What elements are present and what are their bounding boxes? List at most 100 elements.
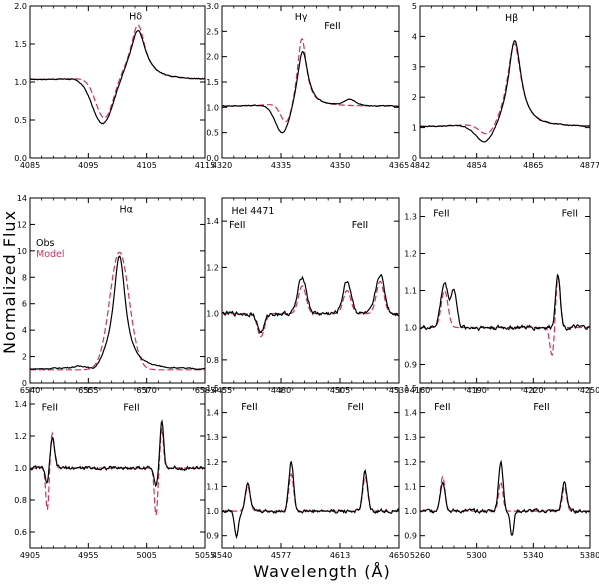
x-tick-label: 4105 — [136, 161, 156, 170]
x-tick-label: 5300 — [466, 551, 486, 560]
y-tick-label: 0.0 — [206, 154, 219, 163]
y-tick-label: 1.3 — [404, 213, 417, 222]
y-tick-label: 1.0 — [206, 507, 219, 516]
model-series-line — [419, 42, 590, 135]
x-tick-label: 5380 — [580, 551, 599, 560]
line-annotation: FeII — [562, 209, 578, 220]
model-series-line — [420, 276, 590, 357]
y-tick-label: 1.1 — [404, 482, 417, 491]
panel-frame — [29, 5, 206, 159]
y-tick-label: 1.0 — [14, 78, 27, 87]
x-tick-label: 4540 — [212, 551, 232, 560]
line-annotation: FeII — [241, 402, 257, 413]
x-tick-label: 4842 — [410, 161, 430, 170]
y-tick-label: 1.5 — [14, 40, 27, 49]
observed-series-line — [419, 273, 591, 332]
y-tick-label: 1.2 — [14, 432, 27, 441]
y-tick-label: 0.9 — [404, 532, 417, 541]
y-tick-label: 0.9 — [206, 532, 219, 541]
line-annotation: FeII — [123, 402, 139, 413]
y-tick-label: 0.5 — [206, 129, 219, 138]
y-tick-label: 1.3 — [404, 433, 417, 442]
x-tick-label: 4335 — [271, 161, 291, 170]
model-series-line — [30, 24, 205, 119]
y-tick-label: 1.4 — [14, 400, 27, 409]
y-tick-label: 1.3 — [206, 433, 219, 442]
x-tick-label: 5340 — [523, 551, 543, 560]
y-tick-label: 6 — [22, 300, 27, 309]
y-tick-label: 3.0 — [206, 2, 219, 11]
legend-model: Model — [36, 249, 65, 260]
panel-9: 5260 5300 5340 5380 0.9 1.0 1.1 1.2 1.3 1.4 1.5 FeI… — [404, 384, 599, 560]
observed-series-line — [419, 459, 591, 537]
panel-frame — [221, 5, 400, 159]
x-tick-label: 4865 — [523, 161, 543, 170]
y-tick-label: 1.0 — [206, 103, 219, 112]
y-tick-label: 1.5 — [404, 384, 417, 393]
x-tick-label: 4854 — [466, 161, 486, 170]
y-tick-label: 1.0 — [404, 324, 417, 333]
y-tick-label: 2 — [22, 353, 27, 362]
line-annotation: FeII — [229, 220, 245, 231]
x-tick-label: 4365 — [389, 161, 409, 170]
observed-series-line — [221, 50, 400, 134]
panel-frame — [221, 387, 400, 549]
line-annotation: HeI 4471 — [231, 206, 274, 217]
observed-series-line — [29, 29, 206, 125]
panel-1: 4085 4095 4105 4115 0.0 0.5 1.0 1.5 2.0 Hδ — [14, 2, 215, 170]
x-tick-label: 4905 — [20, 551, 40, 560]
model-series-line — [30, 251, 205, 371]
y-tick-label: 2 — [412, 93, 417, 102]
y-tick-label: 14 — [17, 194, 27, 203]
y-tick-label: 1.2 — [404, 458, 417, 467]
model-series-line — [222, 472, 399, 512]
x-tick-label: 5055 — [195, 551, 215, 560]
x-tick-label: 5005 — [136, 551, 156, 560]
x-tick-label: 4650 — [389, 551, 409, 560]
line-annotation: FeII — [433, 209, 449, 220]
panel-2: 4320 4335 4350 4365 0.0 0.5 1.0 1.5 2.0 2.5 3.0 Hγ F… — [206, 2, 409, 170]
panel-7: 4905 4955 5005 5055 0.6 0.8 1.0 1.2 1.4 FeII FeII — [14, 387, 215, 560]
x-tick-label: 4613 — [330, 551, 350, 560]
x-tick-label: 4095 — [78, 161, 98, 170]
y-tick-label: 5 — [412, 2, 417, 11]
observed-series-line — [419, 40, 591, 143]
y-tick-label: 10 — [17, 247, 27, 256]
line-annotation: FeII — [434, 402, 450, 413]
line-annotation: Hα — [119, 205, 132, 216]
y-tick-label: 1.4 — [206, 217, 219, 226]
y-tick-label: 1.5 — [206, 78, 219, 87]
y-tick-label: 0.8 — [14, 496, 27, 505]
y-tick-label: 1.2 — [206, 263, 219, 272]
y-tick-label: 1 — [412, 124, 417, 133]
x-tick-label: 4877 — [580, 161, 599, 170]
model-series-line — [222, 38, 399, 123]
y-tick-label: 1.0 — [404, 507, 417, 516]
y-tick-label: 1.1 — [404, 287, 417, 296]
x-tick-label: 4320 — [212, 161, 232, 170]
x-tick-label: 4115 — [195, 161, 215, 170]
y-tick-label: 0.5 — [14, 116, 27, 125]
y-tick-label: 1.5 — [206, 384, 219, 393]
y-tick-label: 3 — [412, 63, 417, 72]
y-tick-label: 0.8 — [206, 356, 219, 365]
x-tick-label: 4577 — [271, 551, 291, 560]
y-tick-label: 2.5 — [206, 27, 219, 36]
line-annotation: FeII — [348, 402, 364, 413]
y-tick-label: 1.4 — [404, 409, 417, 418]
observed-series-line — [221, 461, 400, 540]
panel-frame — [419, 197, 591, 384]
y-axis-title: Normalized Flux — [0, 210, 19, 354]
panel-8: 4540 4577 4613 4650 0.9 1.0 1.1 1.2 1.3 1.4 1.5 FeI… — [206, 384, 409, 560]
y-tick-label: 1.0 — [14, 464, 27, 473]
y-tick-label: 1.1 — [206, 482, 219, 491]
legend-obs: Obs — [36, 238, 55, 249]
y-tick-label: 1.4 — [206, 409, 219, 418]
y-tick-label: 0.9 — [404, 361, 417, 370]
model-series-line — [30, 428, 205, 517]
